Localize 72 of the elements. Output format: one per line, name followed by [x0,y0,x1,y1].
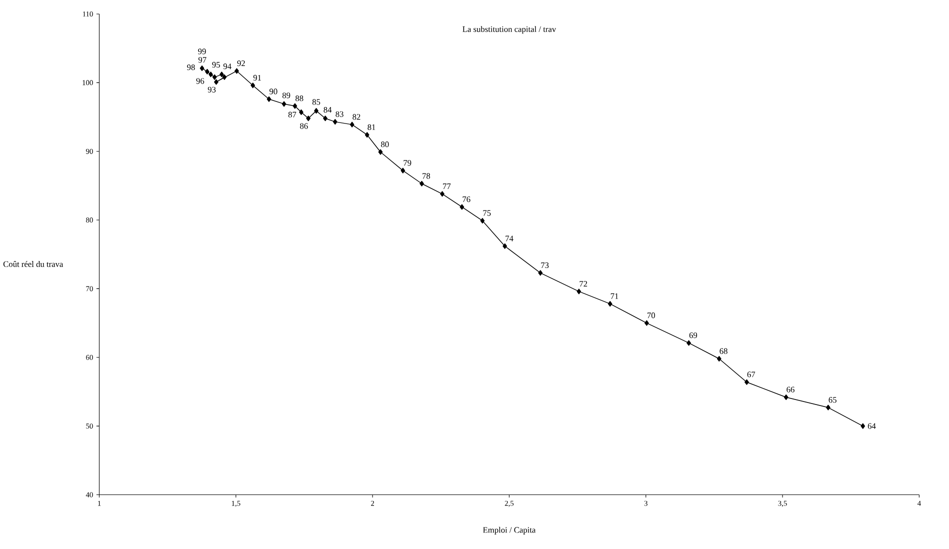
annotation: 77 [443,184,451,190]
point [860,423,866,429]
point [332,119,338,125]
annotation: 99 [198,48,206,54]
point [200,66,204,72]
annotation: 71 [610,293,618,299]
annotation: 93 [208,86,216,93]
point [644,320,649,326]
point [222,74,227,80]
annotation: 83 [336,111,344,118]
annotation: 96 [196,78,204,84]
point [212,74,217,80]
point [250,82,256,88]
annotation: 65 [828,397,836,403]
annotation: 81 [368,124,376,130]
annotation: 66 [786,386,794,392]
annotation: 95 [212,62,220,68]
point [220,72,224,78]
annotation: 74 [506,236,514,242]
annotation: 82 [352,114,360,120]
point [314,108,318,114]
point [378,149,383,155]
annotation: 69 [689,332,698,338]
point [608,301,612,307]
point [350,122,354,128]
point [266,96,272,102]
point [784,394,788,400]
annotation: 80 [381,142,389,148]
annotation: 84 [324,107,332,113]
annotation: 70 [648,312,655,318]
point [480,218,485,224]
point [686,340,691,346]
annotation: 91 [253,75,261,81]
y-axis-title: Coût réel du trava [3,261,64,268]
annotation: 72 [580,281,588,287]
annotation: 76 [462,196,470,202]
point [576,288,582,294]
point [502,243,508,250]
annotation: 68 [720,348,728,354]
point [716,356,722,362]
point [400,168,406,174]
point [208,72,213,78]
annotation: 75 [483,210,491,216]
point [234,68,239,74]
annotation: 97 [198,57,206,63]
point [440,191,444,197]
annotation: 79 [404,160,412,166]
annotation: 89 [282,92,290,98]
annotation: 87 [288,112,296,118]
annotation: 98 [187,64,195,70]
point [538,270,543,276]
annotation: 94 [223,64,232,70]
text: La substitution capital / trav [462,26,556,34]
point [460,204,464,210]
annotation: 86 [300,123,308,129]
point [744,379,749,385]
annotation: 67 [747,372,756,378]
x-axis-title: Emploi / Capita [483,526,536,535]
point [323,116,328,122]
annotation: 78 [422,173,430,179]
annotation: 73 [541,262,549,268]
point [306,116,311,122]
point [292,103,298,109]
annotation: 92 [237,60,245,66]
annotation: 85 [312,99,320,105]
point [214,79,218,85]
annotation: 88 [296,96,304,102]
point [364,132,370,138]
point [282,101,286,107]
annotation: 90 [269,88,278,94]
point [826,404,830,410]
annotation: 64 [868,423,876,429]
